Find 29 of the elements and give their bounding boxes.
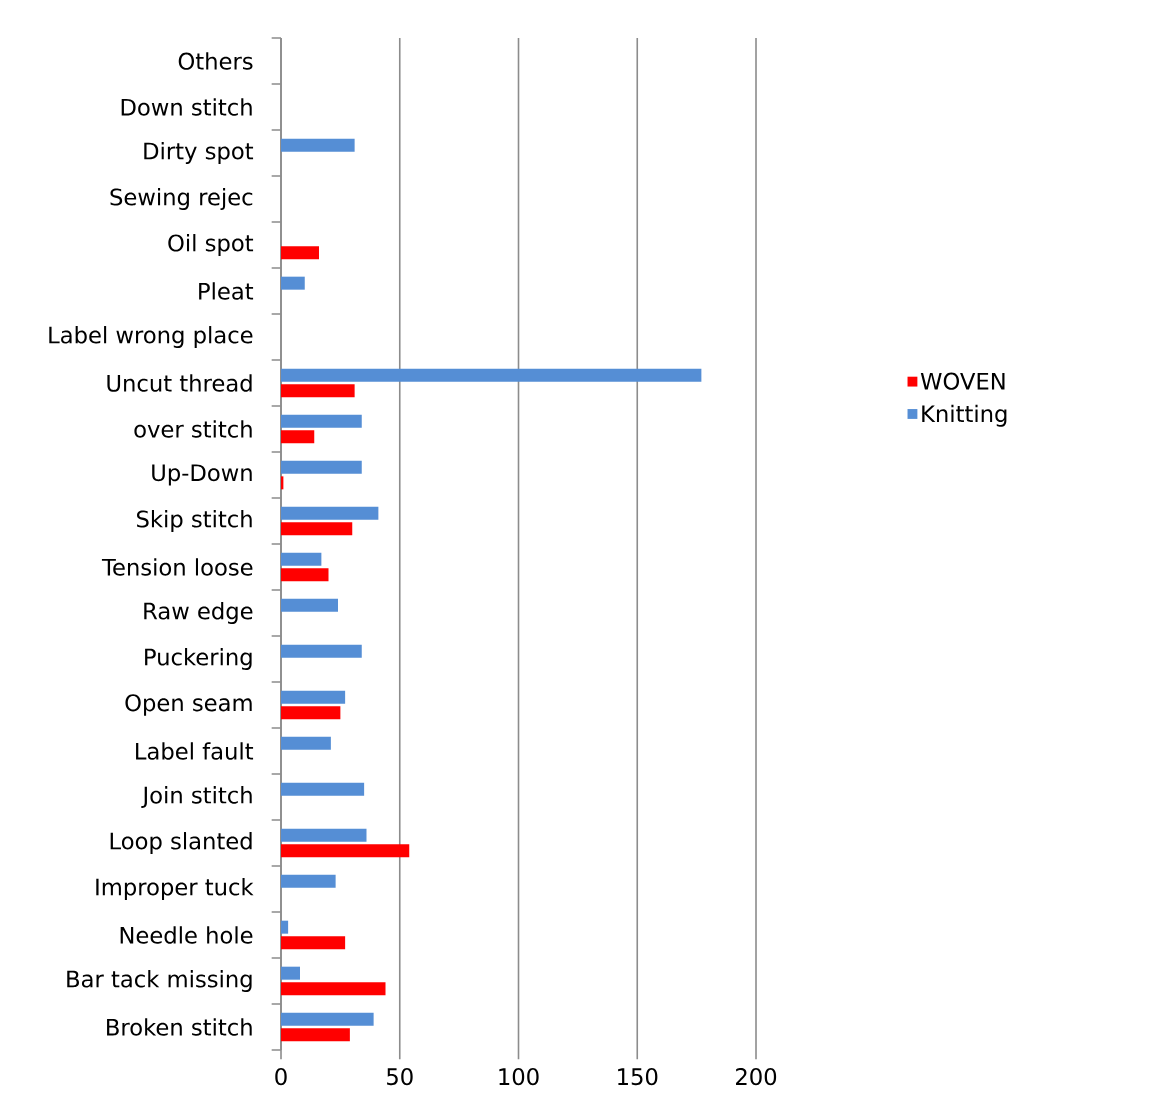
y-tick-label: Tension loose	[101, 558, 253, 576]
y-tick-label: Open seam	[125, 694, 252, 716]
x-tick-label: 50	[387, 1068, 413, 1086]
y-tick-label: Raw edge	[144, 602, 253, 624]
x-tick-label: 0	[275, 1068, 287, 1086]
y-tick-label: Label wrong place	[49, 326, 253, 348]
x-tick-label: 100	[499, 1068, 539, 1086]
y-tick-label: Skip stitch	[136, 510, 252, 532]
y-tick-label: Pleat	[199, 282, 254, 300]
x-tick-label: 150	[618, 1068, 658, 1086]
y-tick-label: Improper tuck	[96, 878, 254, 900]
y-tick-label: Others	[178, 52, 253, 70]
y-tick-label: Loop slanted	[110, 832, 252, 854]
y-tick-label: Dirty spot	[144, 142, 254, 164]
y-tick-label: Oil spot	[168, 234, 254, 256]
y-tick-label: Uncut thread	[107, 374, 252, 392]
y-tick-label: Broken stitch	[107, 1018, 252, 1036]
legend-label: WOVEN	[920, 372, 1005, 390]
y-tick-label: Sewing rejec	[110, 188, 253, 210]
legend-label: Knitting	[922, 404, 1007, 427]
y-tick-label: Needle hole	[120, 926, 253, 944]
y-tick-label: Up-Down	[152, 464, 252, 486]
x-tick-label: 200	[736, 1068, 777, 1086]
y-tick-label: Puckering	[145, 648, 252, 670]
y-tick-label: Down stitch	[121, 98, 252, 116]
y-tick-label: Bar tack missing	[67, 970, 252, 992]
y-tick-label: Label fault	[136, 742, 254, 760]
y-tick-label: over stitch	[134, 420, 252, 438]
y-tick-label: Join stitch	[141, 786, 252, 808]
